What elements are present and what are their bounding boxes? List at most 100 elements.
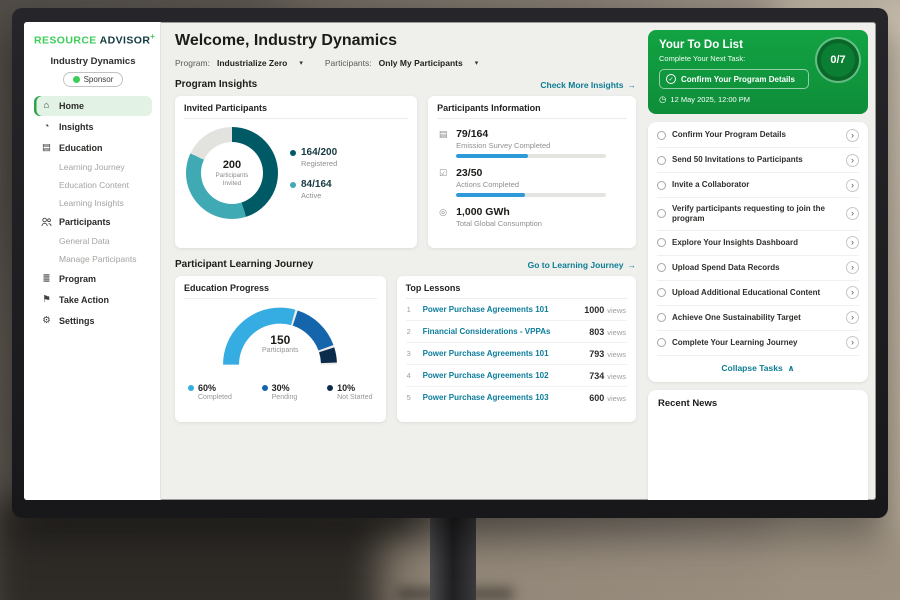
stat-actions-completed: ☑ 23/50 Actions Completed	[437, 167, 627, 197]
lesson-link[interactable]: Power Purchase Agreements 102	[422, 371, 549, 380]
screen: RESOURCE ADVISOR+ Industry Dynamics Spon…	[24, 22, 876, 500]
logo-primary: RESOURCE	[34, 34, 97, 47]
sidebar-item-learning-journey[interactable]: Learning Journey	[59, 162, 125, 172]
invited-participants-card: Invited Participants 200 Participants In…	[175, 96, 418, 248]
legend-value: 84/164	[301, 178, 332, 190]
sidebar-item-label: Participants	[59, 217, 111, 227]
card-title: Participants Information	[437, 103, 627, 119]
section-title: Program Insights	[175, 79, 258, 90]
task-row[interactable]: Verify participants requesting to join t…	[657, 198, 859, 231]
task-row[interactable]: Upload Spend Data Records ›	[657, 256, 859, 281]
sidebar-item-manage-participants[interactable]: Manage Participants	[59, 254, 137, 264]
card-title: Top Lessons	[405, 283, 627, 299]
task-checkbox[interactable]	[657, 288, 666, 298]
task-row[interactable]: Upload Additional Educational Content ›	[657, 281, 859, 306]
task-row[interactable]: Invite a Collaborator ›	[657, 173, 859, 198]
sidebar-item-participants[interactable]: Participants	[34, 213, 152, 232]
task-checkbox[interactable]	[657, 209, 666, 219]
check-more-insights-link[interactable]: Check More Insights →	[540, 79, 636, 90]
donut-center: 200 Participants Invited	[201, 142, 263, 204]
sidebar-item-take-action[interactable]: ⚑ Take Action	[34, 290, 152, 310]
arrow-right-icon: →	[627, 259, 637, 270]
task-row[interactable]: Confirm Your Program Details ›	[657, 123, 859, 148]
chevron-right-icon[interactable]: ›	[846, 336, 859, 350]
lesson-link[interactable]: Financial Considerations - VPPAs	[422, 327, 551, 336]
lesson-link[interactable]: Power Purchase Agreements 101	[422, 305, 549, 314]
program-insights-header: Program Insights Check More Insights →	[175, 79, 636, 90]
card-title: Education Progress	[184, 283, 377, 299]
lesson-row: 1 Power Purchase Agreements 101 1000 view…	[405, 299, 627, 321]
sidebar-item-education-content[interactable]: Education Content	[59, 180, 129, 190]
stat-label: Emission Survey Completed	[456, 141, 551, 150]
chevron-right-icon[interactable]: ›	[846, 207, 859, 221]
sidebar-item-general-data[interactable]: General Data	[59, 236, 110, 246]
chevron-right-icon[interactable]: ›	[846, 261, 859, 275]
lesson-link[interactable]: Power Purchase Agreements 103	[422, 393, 549, 402]
lesson-link[interactable]: Power Purchase Agreements 101	[422, 349, 549, 358]
stat-value: 23/50	[456, 167, 483, 179]
sidebar: RESOURCE ADVISOR+ Industry Dynamics Spon…	[24, 22, 161, 500]
home-icon: ⌂	[43, 100, 50, 111]
program-select[interactable]: Industrialize Zero ▾	[217, 58, 303, 68]
todo-next-task[interactable]: ✓ Confirm Your Program Details	[659, 69, 809, 89]
legend-dot	[290, 181, 296, 188]
check-circle-icon: ✓	[666, 74, 676, 84]
card-title: Invited Participants	[184, 103, 409, 119]
stat-label: Total Global Consumption	[456, 219, 542, 228]
sponsor-badge[interactable]: Sponsor	[62, 71, 124, 87]
program-icon: ≣	[42, 273, 51, 284]
sidebar-item-insights[interactable]: ◔ Insights	[34, 117, 152, 137]
sidebar-item-label: Settings	[59, 315, 95, 326]
logo-plus: +	[150, 32, 156, 41]
chevron-right-icon[interactable]: ›	[846, 286, 859, 300]
chevron-right-icon[interactable]: ›	[846, 128, 859, 142]
task-checkbox[interactable]	[657, 263, 666, 273]
task-row[interactable]: Explore Your Insights Dashboard ›	[657, 231, 859, 256]
app-logo: RESOURCE ADVISOR+	[34, 32, 156, 47]
sidebar-item-settings[interactable]: ⚙ Settings	[34, 311, 152, 331]
task-checkbox[interactable]	[657, 338, 666, 348]
legend-dot	[261, 385, 268, 391]
sidebar-item-label: Insights	[59, 121, 94, 132]
chevron-right-icon[interactable]: ›	[846, 178, 859, 192]
task-checkbox[interactable]	[657, 155, 666, 165]
task-checkbox[interactable]	[657, 313, 666, 323]
education-gauge-chart: 150 Participants	[216, 305, 344, 376]
chevron-right-icon[interactable]: ›	[846, 236, 859, 250]
task-row[interactable]: Achieve One Sustainability Target ›	[657, 306, 859, 331]
legend-label: Registered	[301, 158, 338, 168]
todo-progress-ring: 0/7	[817, 39, 859, 81]
go-to-learning-journey-link[interactable]: Go to Learning Journey →	[527, 259, 637, 270]
chevron-right-icon[interactable]: ›	[846, 153, 859, 167]
sidebar-item-label: Home	[59, 100, 85, 111]
clock-icon: ◷	[659, 94, 667, 104]
gauge-center: 150 Participants	[216, 333, 344, 354]
task-checkbox[interactable]	[657, 130, 666, 140]
task-checkbox[interactable]	[657, 180, 666, 190]
participants-icon	[40, 217, 53, 227]
sponsor-label: Sponsor	[83, 74, 114, 84]
task-checkbox[interactable]	[657, 238, 666, 248]
stat-emission-survey: ▤ 79/164 Emission Survey Completed	[437, 128, 627, 158]
participants-select[interactable]: Only My Participants ▾	[379, 58, 479, 68]
sidebar-item-label: Education	[59, 142, 103, 153]
sidebar-item-home[interactable]: ⌂ Home	[34, 95, 152, 116]
legend-item-not-started: 10% Not Started	[327, 383, 373, 401]
todo-due-date: ◷ 12 May 2025, 12:00 PM	[659, 94, 751, 104]
task-row[interactable]: Complete Your Learning Journey ›	[657, 331, 859, 356]
sidebar-item-education[interactable]: ▤ Education	[34, 138, 152, 158]
sidebar-item-program[interactable]: ≣ Program	[34, 269, 152, 289]
stat-global-consumption: ◎ 1,000 GWh Total Global Consumption	[437, 206, 627, 228]
main-content: Welcome, Industry Dynamics Program: Indu…	[161, 22, 648, 500]
chevron-right-icon[interactable]: ›	[846, 311, 859, 325]
lesson-row: 5 Power Purchase Agreements 103 600 views	[406, 392, 626, 403]
recent-news-title: Recent News	[658, 397, 718, 409]
org-name: Industry Dynamics	[50, 55, 136, 67]
task-row[interactable]: Send 50 Invitations to Participants ›	[657, 148, 859, 173]
gear-icon: ⚙	[42, 315, 51, 326]
sidebar-nav: ⌂ Home ◔ Insights ▤ Education Learning J…	[34, 95, 152, 331]
insights-cards-row: Invited Participants 200 Participants In…	[175, 96, 636, 248]
sidebar-item-learning-insights[interactable]: Learning Insights	[59, 198, 124, 208]
collapse-tasks-link[interactable]: Collapse Tasks ∧	[721, 362, 795, 374]
